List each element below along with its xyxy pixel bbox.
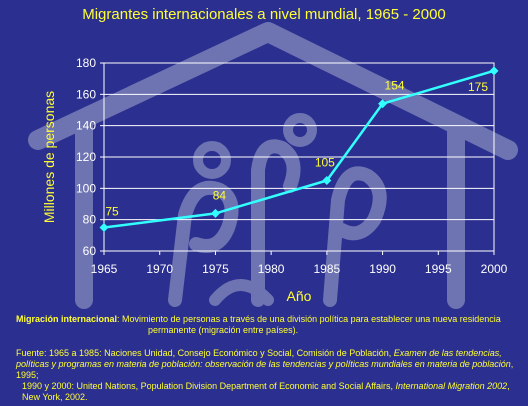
data-point [210, 208, 220, 218]
y-tick-label: 180 [76, 56, 96, 70]
grid-lines [103, 62, 495, 252]
source-prefix: Fuente: 1965 a 1985: Naciones Unidad, Co… [16, 348, 394, 358]
data-label: 84 [213, 188, 227, 202]
data-label: 154 [385, 79, 405, 93]
x-tick-label: 1965 [91, 262, 118, 276]
source-note: Fuente: 1965 a 1985: Naciones Unidad, Co… [16, 348, 521, 403]
definition-continuation: permanente (migración entre países). [148, 325, 299, 335]
x-tick-label: 1995 [425, 262, 452, 276]
source-line2-prefix: 1990 y 2000: United Nations, Population … [22, 381, 396, 391]
definition-term: Migración internacional [16, 314, 118, 324]
source-title-2: International Migration 2002 [395, 381, 508, 391]
data-labels: 75 84 105 154 175 [105, 79, 488, 219]
source-title-1: Examen de las tendencias, políticas y pr… [16, 348, 511, 369]
x-tick-label: 1980 [258, 262, 285, 276]
y-tick-label: 60 [83, 244, 97, 258]
data-point [378, 99, 388, 109]
y-axis-title: Millones de personas [41, 91, 57, 223]
x-axis-title: Año [287, 288, 312, 304]
data-label: 175 [468, 80, 488, 94]
definition-note: Migración internacional: Movimiento de p… [16, 314, 516, 336]
data-label: 105 [315, 156, 335, 170]
x-tick-label: 1975 [202, 262, 229, 276]
axes: 60 80 100 120 140 160 180 1965 1970 1975 1980 1985 1… [76, 56, 508, 276]
definition-text: : Movimiento de personas a través de una… [117, 314, 501, 324]
data-point [489, 66, 499, 76]
data-point [99, 223, 109, 232]
x-tick-label: 1970 [146, 262, 173, 276]
series-layer [99, 66, 499, 232]
y-tick-label: 100 [76, 181, 96, 195]
y-tick-label: 160 [76, 87, 96, 101]
chart-title: Migrantes internacionales a nivel mundia… [82, 6, 446, 23]
source-suffix-2: , New York, 2002. [22, 381, 510, 402]
data-point [322, 176, 332, 185]
source-suffix-1: , 1995; [16, 359, 514, 380]
line-chart: 60 80 100 120 140 160 180 1965 1970 1975 1980 1985 1… [41, 56, 508, 304]
y-tick-label: 140 [76, 119, 96, 133]
y-tick-label: 80 [83, 213, 97, 227]
x-tick-label: 2000 [481, 262, 508, 276]
data-label: 75 [105, 205, 119, 219]
x-tick-label: 1990 [369, 262, 396, 276]
y-tick-label: 120 [76, 150, 96, 164]
x-tick-label: 1985 [314, 262, 341, 276]
